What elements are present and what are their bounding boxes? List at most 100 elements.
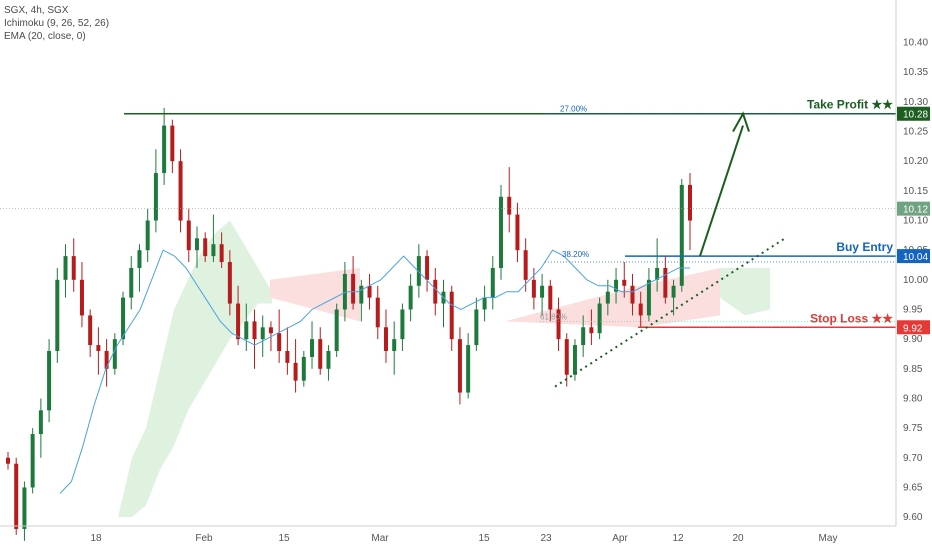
candle-body: [79, 279, 84, 316]
candle-body: [318, 339, 323, 369]
chart-legend: SGX, 4h, SGX Ichimoku (9, 26, 52, 26) EM…: [4, 4, 109, 43]
candle-body: [614, 279, 619, 292]
cloud-bull-region-2: [720, 267, 770, 316]
candle-body: [236, 303, 241, 340]
candle-body: [194, 238, 199, 251]
price-tick-label: 9.65: [903, 482, 923, 493]
candle-body: [466, 345, 471, 393]
ascending-trendline: [554, 237, 786, 388]
candle-body: [326, 351, 331, 369]
candle-body: [277, 333, 282, 352]
price-badge: [897, 320, 930, 335]
candlestick-series: [6, 107, 692, 541]
candle-body: [14, 463, 19, 529]
date-tick-label: 18: [90, 533, 102, 544]
date-tick-label: 15: [478, 533, 490, 544]
candle-body: [121, 297, 126, 340]
candle-body: [203, 238, 208, 257]
price-tick-label: 9.95: [903, 304, 923, 315]
date-tick-label: May: [819, 533, 838, 544]
fib-level-label: 38.20%: [562, 250, 589, 259]
candle-body: [55, 279, 60, 352]
candle-body: [293, 362, 298, 381]
candle-body: [474, 309, 479, 346]
price-tick-label: 10.25: [903, 127, 928, 138]
price-tick-label: 10.10: [903, 216, 928, 227]
ichimoku-indicator-label[interactable]: Ichimoku (9, 26, 52, 26): [4, 18, 110, 29]
candle-body: [556, 309, 561, 340]
candle-body: [211, 244, 216, 257]
date-tick-label: 12: [672, 533, 684, 544]
cloud-bear-region-2: [505, 267, 720, 328]
candle-body: [219, 244, 224, 263]
candle-body: [548, 285, 553, 310]
price-tick-label: 9.90: [903, 334, 923, 345]
candle-body: [96, 345, 101, 352]
cloud-bull-region: [118, 220, 272, 518]
date-tick-label: Mar: [371, 533, 389, 544]
price-tick-label: 9.85: [903, 364, 923, 375]
price-tick-label: 10.00: [903, 275, 928, 286]
candle-body: [531, 279, 536, 298]
candle-body: [375, 297, 380, 328]
candle-body: [581, 327, 586, 346]
price-badge: [897, 106, 930, 121]
candle-body: [71, 256, 76, 280]
candle-body: [679, 184, 684, 286]
symbol-label: SGX, 4h, SGX: [4, 5, 69, 16]
price-axis[interactable]: 10.4010.3510.3010.2510.2010.1510.1010.05…: [895, 0, 930, 526]
candle-body: [137, 250, 142, 268]
candle-body: [285, 351, 290, 363]
candle-body: [646, 279, 651, 316]
price-tick-label: 10.40: [903, 38, 928, 49]
stop-loss-label: Stop Loss ★★: [810, 311, 893, 325]
candle-body: [499, 196, 504, 268]
target-arrow-shaft: [699, 125, 744, 257]
price-tick-label: 10.15: [903, 186, 928, 197]
candle-body: [490, 267, 495, 298]
candle-body: [425, 256, 430, 280]
price-badge: [897, 249, 930, 264]
candle-body: [572, 345, 577, 375]
candle-body: [170, 125, 175, 162]
candle-body: [30, 434, 35, 488]
candle-body: [63, 256, 68, 280]
price-badge-label: 10.28: [903, 110, 928, 121]
candle-body: [178, 161, 183, 221]
fib-level-label: 27.00%: [560, 105, 587, 114]
candle-body: [22, 487, 27, 529]
candle-body: [408, 285, 413, 310]
candle-body: [129, 267, 134, 298]
price-tick-label: 10.35: [903, 67, 928, 78]
candle-body: [433, 279, 438, 304]
candle-body: [145, 220, 150, 251]
candle-body: [153, 173, 158, 221]
price-levels: 27.00% 38.20% 61.80% Take Profit ★★ Buy Entr…: [0, 98, 896, 388]
candle-body: [515, 214, 520, 251]
candle-body: [342, 273, 347, 310]
ichimoku-cloud: [118, 220, 770, 518]
price-tick-label: 9.60: [903, 512, 923, 523]
candle-body: [400, 309, 405, 340]
candle-body: [383, 327, 388, 352]
time-axis[interactable]: 18 Feb 15 Mar 15 23 Apr 12 20 May: [0, 525, 896, 544]
candle-body: [244, 321, 249, 340]
candle-body: [6, 457, 10, 464]
candle-body: [88, 315, 93, 346]
candle-body: [301, 356, 306, 381]
candle-body: [523, 250, 528, 280]
price-tick-label: 9.70: [903, 453, 923, 464]
candle-body: [507, 196, 512, 215]
date-tick-label: 15: [278, 533, 290, 544]
date-tick-label: Feb: [195, 533, 213, 544]
candle-body: [227, 262, 232, 304]
candle-body: [112, 339, 117, 369]
candle-body: [268, 327, 273, 334]
candle-body: [663, 267, 668, 298]
candle-body: [47, 351, 52, 411]
price-tick-label: 10.30: [903, 97, 928, 108]
ema-indicator-label[interactable]: EMA (20, close, 0): [4, 31, 86, 42]
date-tick-label: Apr: [612, 533, 628, 544]
candle-body: [638, 303, 643, 316]
